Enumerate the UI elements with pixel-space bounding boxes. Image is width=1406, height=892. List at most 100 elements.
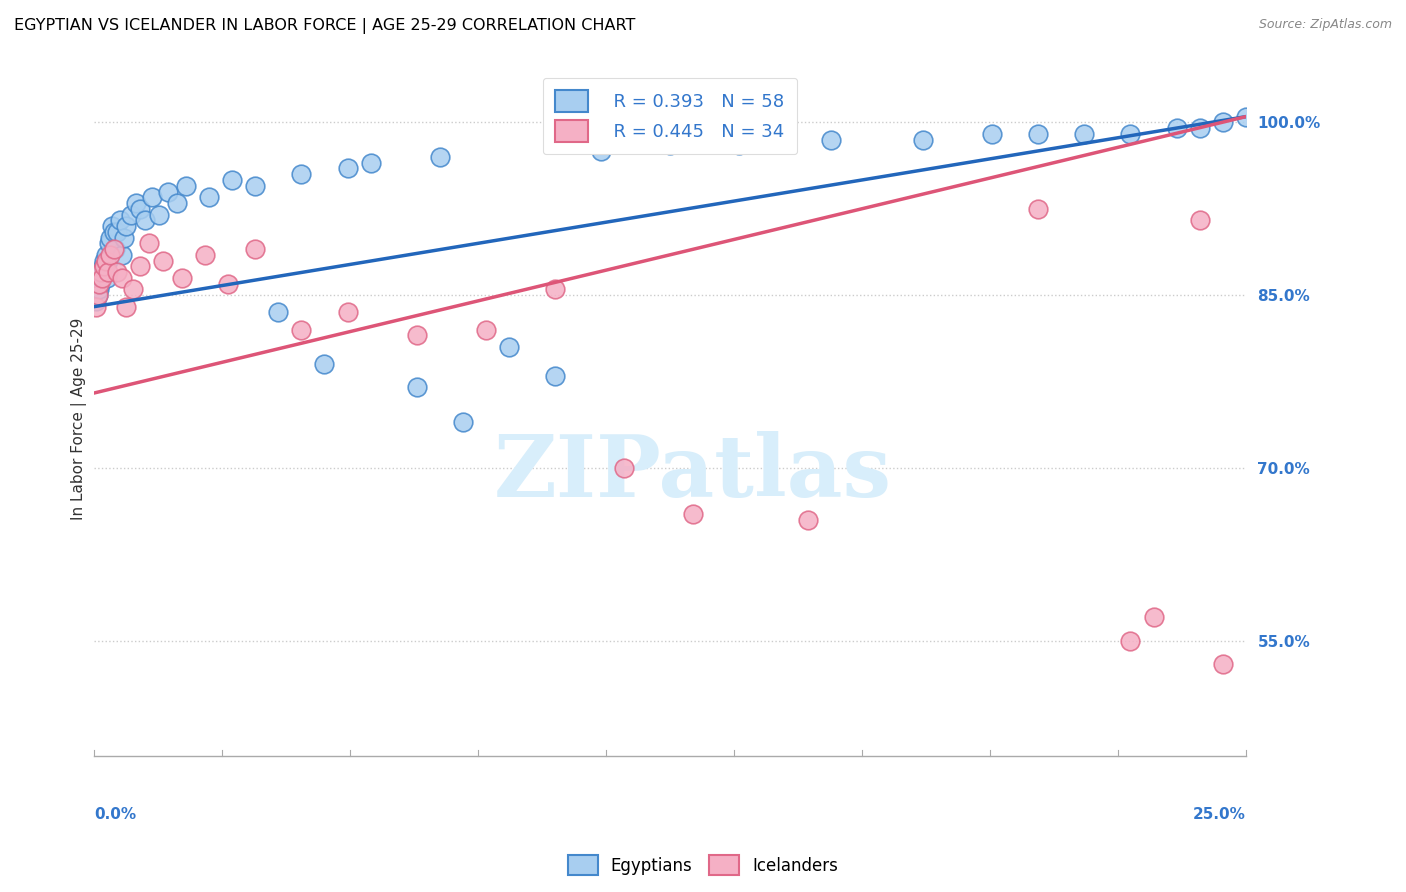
- Text: ZIPatlas: ZIPatlas: [494, 431, 891, 515]
- Point: [221, 173, 243, 187]
- Point: [111, 271, 134, 285]
- Point: [1188, 121, 1211, 136]
- Point: [134, 213, 156, 227]
- Point: [120, 208, 142, 222]
- Point: [90, 265, 112, 279]
- Point: [104, 242, 127, 256]
- Text: EGYPTIAN VS ICELANDER IN LABOR FORCE | AGE 25-29 CORRELATION CHART: EGYPTIAN VS ICELANDER IN LABOR FORCE | A…: [14, 18, 636, 34]
- Point: [589, 145, 612, 159]
- Point: [97, 236, 120, 251]
- Legend:   R = 0.393   N = 58,   R = 0.445   N = 34: R = 0.393 N = 58, R = 0.445 N = 34: [543, 78, 797, 154]
- Point: [122, 282, 145, 296]
- Point: [97, 265, 120, 279]
- Point: [129, 202, 152, 216]
- Point: [267, 305, 290, 319]
- Point: [336, 305, 359, 319]
- Point: [405, 380, 427, 394]
- Point: [290, 323, 312, 337]
- Point: [91, 265, 114, 279]
- Point: [682, 507, 704, 521]
- Point: [100, 219, 122, 233]
- Point: [112, 230, 135, 244]
- Point: [103, 225, 125, 239]
- Point: [91, 271, 114, 285]
- Point: [129, 260, 152, 274]
- Point: [198, 190, 221, 204]
- Point: [124, 196, 146, 211]
- Point: [94, 265, 117, 279]
- Point: [96, 248, 118, 262]
- Point: [86, 300, 108, 314]
- Point: [1234, 110, 1257, 124]
- Point: [87, 288, 110, 302]
- Point: [115, 300, 138, 314]
- Point: [797, 513, 820, 527]
- Point: [336, 161, 359, 176]
- Point: [1212, 115, 1234, 129]
- Point: [1028, 202, 1050, 216]
- Text: 25.0%: 25.0%: [1192, 807, 1246, 822]
- Point: [194, 248, 217, 262]
- Point: [98, 230, 121, 244]
- Point: [93, 260, 115, 274]
- Point: [1119, 633, 1142, 648]
- Point: [245, 178, 267, 193]
- Point: [820, 133, 842, 147]
- Point: [176, 178, 198, 193]
- Point: [544, 368, 567, 383]
- Text: Source: ZipAtlas.com: Source: ZipAtlas.com: [1258, 18, 1392, 31]
- Point: [170, 271, 193, 285]
- Point: [1212, 657, 1234, 671]
- Point: [166, 196, 188, 211]
- Point: [93, 260, 115, 274]
- Point: [96, 253, 118, 268]
- Point: [105, 225, 128, 239]
- Point: [360, 155, 382, 169]
- Point: [1073, 127, 1095, 141]
- Y-axis label: In Labor Force | Age 25-29: In Labor Force | Age 25-29: [72, 318, 87, 520]
- Point: [290, 167, 312, 181]
- Point: [1142, 610, 1164, 624]
- Point: [148, 208, 170, 222]
- Point: [1166, 121, 1188, 136]
- Point: [156, 185, 179, 199]
- Point: [613, 460, 636, 475]
- Point: [1188, 213, 1211, 227]
- Point: [97, 253, 120, 268]
- Point: [498, 340, 520, 354]
- Point: [474, 323, 496, 337]
- Point: [90, 265, 112, 279]
- Point: [87, 282, 110, 296]
- Point: [98, 248, 121, 262]
- Point: [87, 277, 110, 291]
- Legend: Egyptians, Icelanders: Egyptians, Icelanders: [560, 847, 846, 884]
- Point: [87, 288, 110, 302]
- Point: [217, 277, 239, 291]
- Point: [451, 415, 474, 429]
- Point: [141, 190, 163, 204]
- Point: [658, 138, 681, 153]
- Text: 0.0%: 0.0%: [94, 807, 136, 822]
- Point: [103, 242, 125, 256]
- Point: [152, 253, 174, 268]
- Point: [728, 138, 751, 153]
- Point: [86, 293, 108, 308]
- Point: [405, 328, 427, 343]
- Point: [1119, 127, 1142, 141]
- Point: [90, 271, 112, 285]
- Point: [245, 242, 267, 256]
- Point: [108, 213, 131, 227]
- Point: [544, 282, 567, 296]
- Point: [96, 271, 118, 285]
- Point: [912, 133, 935, 147]
- Point: [314, 357, 336, 371]
- Point: [981, 127, 1004, 141]
- Point: [115, 219, 138, 233]
- Point: [93, 253, 115, 268]
- Point: [429, 150, 451, 164]
- Point: [105, 265, 128, 279]
- Point: [1028, 127, 1050, 141]
- Point: [111, 248, 134, 262]
- Point: [89, 277, 111, 291]
- Point: [138, 236, 160, 251]
